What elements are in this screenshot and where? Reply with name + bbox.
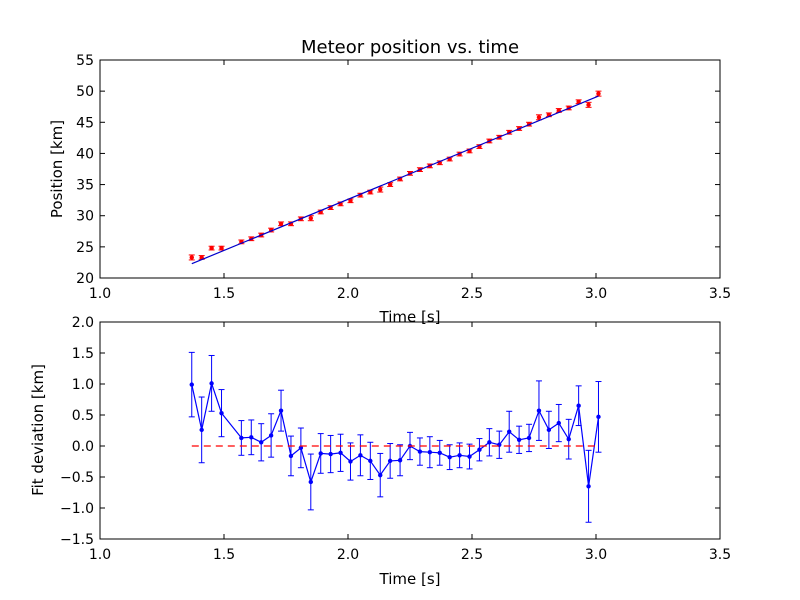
deviation-chart-series-0-point — [417, 449, 423, 454]
deviation-chart-series-0-point — [298, 445, 304, 451]
deviation-chart-y-ticks: −1.5 −1.0 −0.5 0.0 0.5 1.0 1.5 2.0 — [60, 315, 720, 548]
deviation-chart-x-tick-label: 3.0 — [585, 547, 607, 563]
deviation-chart-series-0-point — [219, 410, 224, 416]
deviation-chart-series-0-point — [526, 435, 532, 441]
deviation-chart-y-tick-label: 0.5 — [72, 408, 94, 424]
position-chart-y-tick-label: 55 — [76, 53, 94, 69]
deviation-chart-series-0-point — [397, 458, 403, 463]
position-chart-series-0-point — [209, 245, 214, 251]
deviation-chart-series-0-point — [457, 453, 462, 458]
position-chart-x-tick-label: 2.0 — [337, 286, 359, 302]
deviation-chart-series-0-point — [447, 454, 452, 460]
position-chart-x-tick-label: 1.5 — [213, 286, 235, 302]
position-chart-y-label: Position [km] — [48, 120, 66, 218]
position-chart-series-0-point — [348, 198, 353, 203]
deviation-chart-y-tick-label: 1.5 — [72, 346, 94, 362]
deviation-chart-series-0-point — [209, 381, 214, 386]
position-chart-y-ticks: 20 25 30 35 40 45 50 55 — [76, 53, 720, 287]
deviation-chart-y-tick-label: −1.0 — [60, 501, 94, 517]
position-chart-y-tick-label: 25 — [76, 240, 94, 256]
deviation-chart-x-label: Time [s] — [379, 570, 441, 588]
deviation-chart-series-0-point — [239, 435, 244, 441]
deviation-chart-series-0-point — [507, 429, 512, 434]
position-chart-y-tick-label: 45 — [76, 115, 94, 131]
deviation-chart-series-0-point — [467, 454, 472, 459]
position-chart-series-0-point — [189, 255, 194, 260]
deviation-chart-x-ticks: 1.0 1.5 2.0 2.5 3.0 3.5 — [89, 322, 731, 563]
deviation-chart-data — [188, 351, 602, 523]
position-chart-series-0-point — [596, 91, 601, 96]
position-chart-x-tick-label: 2.5 — [461, 286, 483, 302]
deviation-chart-y-tick-label: 1.0 — [72, 377, 94, 393]
deviation-chart-series-0-point — [308, 479, 313, 485]
deviation-chart-series-0-point — [338, 450, 343, 456]
position-chart-x-tick-label: 1.0 — [89, 286, 111, 302]
deviation-chart-series-0-point — [328, 451, 333, 457]
deviation-chart-series-0-point — [536, 408, 542, 413]
deviation-chart-x-tick-label: 1.5 — [213, 547, 235, 563]
deviation-chart: 1.0 1.5 2.0 2.5 3.0 3.5 −1.5−1.0−0.50.00.51.0… — [29, 315, 731, 588]
deviation-chart-series-0-point — [516, 437, 522, 442]
deviation-chart-series-0-point — [596, 414, 601, 420]
position-chart-series-0-point — [536, 115, 542, 120]
deviation-chart-series-0-point — [477, 447, 482, 452]
deviation-chart-x-tick-label: 2.5 — [461, 547, 483, 563]
deviation-chart-series-0-point — [576, 403, 581, 408]
deviation-chart-series-0-point — [368, 458, 373, 464]
position-chart-y-tick-label: 40 — [76, 146, 94, 162]
deviation-chart-x-tick-label: 3.5 — [709, 547, 731, 563]
position-chart-series-0-point — [308, 216, 313, 221]
position-chart-x-label: Time [s] — [379, 308, 441, 326]
position-chart-data — [188, 90, 602, 265]
position-chart-y-tick-label: 20 — [76, 271, 94, 287]
position-chart-series-0-point — [576, 99, 581, 104]
deviation-chart-series-0-point — [249, 435, 254, 440]
deviation-chart-series-0-point — [387, 458, 393, 464]
deviation-chart-series-0-point — [546, 427, 552, 433]
deviation-chart-y-tick-label: −0.5 — [60, 470, 94, 486]
deviation-chart-series-0-point — [378, 472, 383, 478]
deviation-chart-series-0-point — [199, 427, 204, 433]
deviation-chart-x-tick-label: 1.0 — [89, 547, 111, 563]
deviation-chart-series-0-point — [278, 408, 284, 413]
position-chart-frame — [99, 59, 721, 279]
deviation-chart-series-0-point — [189, 382, 194, 387]
deviation-chart-series-0-point — [487, 440, 492, 445]
deviation-chart-frame — [99, 321, 721, 540]
deviation-chart-series-0-point — [427, 450, 433, 455]
position-chart-series-0-point — [586, 102, 591, 108]
position-chart-y-tick-label: 35 — [76, 178, 94, 194]
deviation-chart-series-0-point — [318, 451, 323, 456]
position-chart-series-1-line — [191, 95, 599, 265]
position-chart-series-0-point — [278, 221, 284, 227]
position-chart-series-0-point — [387, 182, 393, 187]
position-chart-y-tick-label: 50 — [76, 84, 94, 100]
deviation-chart-y-label: Fit deviation [km] — [29, 364, 47, 496]
deviation-chart-y-tick-label: 2.0 — [72, 315, 94, 331]
position-chart-series-0-point — [219, 245, 224, 251]
deviation-chart-series-0-point — [259, 440, 264, 445]
deviation-chart-series-0-point — [566, 436, 571, 442]
deviation-chart-y-tick-label: −1.5 — [60, 532, 94, 548]
deviation-chart-series-0-point — [348, 459, 353, 464]
position-chart-x-tick-label: 3.5 — [709, 286, 731, 302]
deviation-chart-series-0-point — [288, 453, 294, 459]
position-chart-y-tick-label: 30 — [76, 209, 94, 225]
deviation-chart-x-tick-label: 2.0 — [337, 547, 359, 563]
position-chart-x-tick-label: 3.0 — [585, 286, 607, 302]
position-chart-title: Meteor position vs. time — [301, 37, 519, 58]
deviation-chart-y-tick-label: 0.0 — [72, 439, 94, 455]
deviation-chart-series-0-point — [556, 420, 561, 426]
position-chart-series-0-point — [378, 187, 383, 192]
position-chart-x-ticks: 1.0 1.5 2.0 2.5 3.0 3.5 — [89, 60, 731, 302]
deviation-chart-series-0-point — [358, 453, 363, 458]
deviation-chart-series-0-point — [268, 433, 274, 438]
deviation-chart-series-0-point — [586, 484, 591, 489]
deviation-chart-series-0-point — [437, 450, 442, 456]
